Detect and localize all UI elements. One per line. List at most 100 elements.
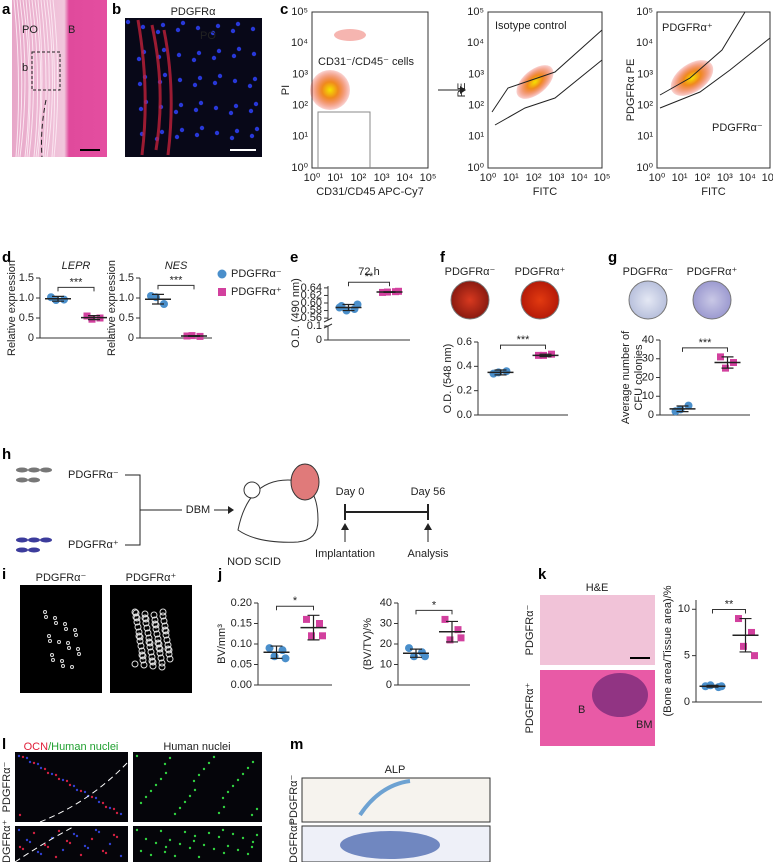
axis-label: CD31/CD45 APC-Cy7 bbox=[316, 186, 424, 198]
decoration bbox=[207, 761, 211, 765]
decoration bbox=[137, 642, 145, 650]
decoration bbox=[76, 647, 80, 651]
label: CD31⁻/CD45⁻ cells bbox=[318, 56, 414, 68]
y-tick-label: 0.20 bbox=[231, 597, 252, 609]
x-tick-label: 10³ bbox=[717, 172, 733, 184]
x-tick-label: 10⁴ bbox=[739, 172, 756, 184]
culture-plate bbox=[450, 280, 490, 320]
cell-icon bbox=[40, 537, 52, 543]
data-point bbox=[751, 652, 758, 660]
decoration bbox=[251, 51, 257, 57]
x-tick-label: 10² bbox=[526, 172, 542, 184]
decoration bbox=[32, 761, 36, 765]
y-tick-label: 10¹ bbox=[468, 131, 484, 143]
decoration bbox=[491, 29, 603, 113]
decoration bbox=[161, 626, 169, 634]
decoration bbox=[217, 811, 221, 815]
decoration bbox=[94, 828, 98, 832]
decoration bbox=[115, 811, 119, 815]
decoration bbox=[151, 616, 159, 624]
decoration bbox=[46, 0, 53, 158]
decoration bbox=[144, 629, 152, 637]
decoration bbox=[147, 648, 155, 656]
decoration bbox=[73, 628, 77, 632]
arrow bbox=[424, 523, 432, 530]
decoration bbox=[40, 0, 47, 158]
axis-label: (BV/TV)/% bbox=[362, 618, 374, 670]
y-tick-label: 10³ bbox=[468, 68, 484, 80]
decoration bbox=[46, 845, 50, 849]
decoration bbox=[340, 831, 440, 859]
decoration bbox=[68, 841, 72, 845]
decoration bbox=[178, 806, 182, 810]
decoration bbox=[36, 762, 40, 766]
label: H&E bbox=[586, 582, 609, 594]
micrograph bbox=[133, 826, 262, 862]
y-tick-label: 0.15 bbox=[231, 617, 252, 629]
decoration bbox=[53, 616, 57, 620]
cell-cloud bbox=[334, 29, 366, 41]
decoration bbox=[90, 795, 94, 799]
decoration bbox=[202, 767, 206, 771]
decoration bbox=[112, 833, 116, 837]
decoration bbox=[162, 627, 170, 635]
decoration bbox=[251, 760, 255, 764]
panel-letter: f bbox=[440, 249, 446, 266]
group-label: PDGFRα⁻ bbox=[36, 572, 87, 584]
decoration bbox=[77, 652, 81, 656]
decoration bbox=[25, 756, 29, 760]
label: DBM bbox=[186, 504, 210, 516]
decoration bbox=[236, 46, 242, 52]
decoration bbox=[250, 845, 254, 849]
decoration bbox=[217, 835, 221, 839]
decoration bbox=[197, 75, 203, 81]
decoration bbox=[173, 109, 179, 115]
x-tick-label: 10³ bbox=[374, 172, 390, 184]
decoration bbox=[207, 831, 211, 835]
y-tick-label: 0.1 bbox=[307, 320, 322, 332]
y-tick-label: 0.5 bbox=[119, 312, 134, 324]
decoration bbox=[248, 108, 254, 114]
decoration bbox=[592, 673, 648, 717]
micrograph bbox=[125, 18, 262, 157]
error-bar bbox=[52, 295, 64, 302]
decoration bbox=[133, 614, 141, 622]
flow-plot bbox=[487, 11, 603, 169]
data-point bbox=[52, 296, 60, 304]
stain-name: /Human nuclei bbox=[48, 741, 118, 753]
label: PO bbox=[200, 30, 216, 42]
label: NOD SCID bbox=[227, 556, 281, 568]
decoration bbox=[119, 812, 123, 816]
x-tick-label: 10¹ bbox=[503, 172, 519, 184]
label: Human nuclei bbox=[163, 741, 230, 753]
cell-icon bbox=[28, 537, 40, 543]
y-tick-label: 10⁵ bbox=[467, 6, 484, 18]
cell-icon bbox=[16, 547, 28, 553]
decoration bbox=[215, 23, 221, 29]
x-tick-label: 10⁴ bbox=[396, 172, 413, 184]
group-label: PDGFRα⁻ bbox=[623, 266, 674, 278]
decoration bbox=[21, 847, 25, 851]
decoration bbox=[196, 50, 202, 56]
significance-label: *** bbox=[699, 337, 713, 349]
decoration bbox=[193, 788, 197, 792]
decoration bbox=[13, 0, 20, 158]
y-tick-label: 10⁴ bbox=[636, 37, 653, 49]
decoration bbox=[43, 767, 47, 771]
decoration bbox=[226, 844, 230, 848]
panel-letter: c bbox=[280, 1, 288, 18]
error-bar bbox=[307, 614, 320, 641]
decoration bbox=[231, 53, 237, 59]
y-tick-label: 1.5 bbox=[19, 272, 34, 284]
decoration bbox=[164, 641, 172, 649]
decoration bbox=[159, 612, 167, 620]
label: b bbox=[22, 62, 28, 74]
y-tick-label: 1.0 bbox=[119, 292, 134, 304]
error-bar bbox=[342, 303, 355, 312]
decoration bbox=[178, 102, 184, 108]
legend-marker bbox=[217, 269, 227, 279]
decoration bbox=[14, 825, 76, 862]
decoration bbox=[104, 851, 108, 855]
label: PDGFRα bbox=[171, 6, 217, 18]
decoration bbox=[140, 24, 146, 30]
